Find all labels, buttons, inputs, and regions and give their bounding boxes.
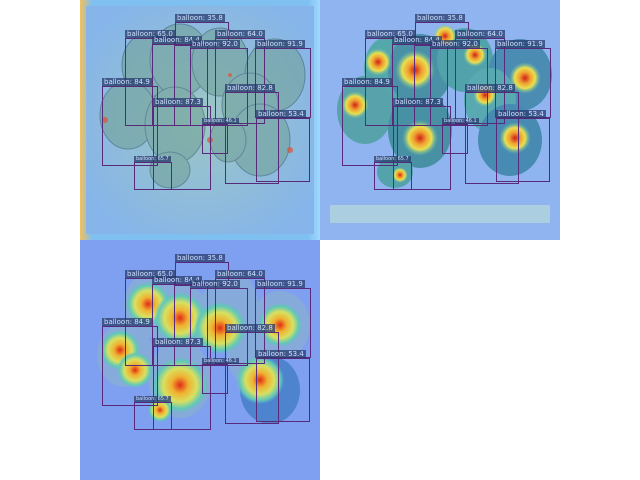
detection-label: balloon: 84.9 xyxy=(102,78,152,86)
detection-box: balloon: 53.4 xyxy=(256,110,310,182)
detection-label: balloon: 64.0 xyxy=(215,30,265,38)
detection-label: balloon: 53.4 xyxy=(496,110,546,118)
detection-box: balloon: 65.7 xyxy=(374,156,412,190)
detection-box: balloon: 82.8 xyxy=(225,324,279,424)
detection-label: balloon: 65.0 xyxy=(125,270,175,278)
detection-box: balloon: 84.9 xyxy=(342,78,398,166)
detection-label: balloon: 35.8 xyxy=(415,14,465,22)
detection-box: balloon: 65.7 xyxy=(134,156,172,190)
detection-label: balloon: 35.8 xyxy=(175,14,225,22)
detection-label: balloon: 82.8 xyxy=(225,84,275,92)
detection-label: balloon: 64.0 xyxy=(215,270,265,278)
detection-label: balloon: 87.3 xyxy=(393,98,443,106)
detection-box: balloon: 84.4 xyxy=(392,36,448,126)
detection-box: balloon: 64.0 xyxy=(215,30,265,124)
detection-box: balloon: 84.9 xyxy=(102,318,158,406)
detection-label: balloon: 46.1 xyxy=(442,118,479,124)
detection-label: balloon: 92.0 xyxy=(190,280,240,288)
detection-label: balloon: 46.1 xyxy=(202,358,239,364)
detection-box: balloon: 46.1 xyxy=(202,358,239,394)
detection-label: balloon: 84.4 xyxy=(152,36,202,44)
detection-label: balloon: 84.9 xyxy=(342,78,392,86)
detection-box: balloon: 87.3 xyxy=(153,98,211,190)
detection-label: balloon: 82.8 xyxy=(465,84,515,92)
detection-label: balloon: 65.7 xyxy=(134,156,171,162)
detection-box: balloon: 84.9 xyxy=(102,78,158,166)
detection-label: balloon: 65.0 xyxy=(365,30,415,38)
detection-label: balloon: 91.9 xyxy=(255,40,305,48)
detection-label: balloon: 53.4 xyxy=(256,110,306,118)
detection-label: balloon: 92.0 xyxy=(430,40,480,48)
detection-label: balloon: 65.7 xyxy=(374,156,411,162)
detection-label: balloon: 82.8 xyxy=(225,324,275,332)
detection-label: balloon: 65.0 xyxy=(125,30,175,38)
detection-label: balloon: 84.9 xyxy=(102,318,152,326)
detection-box: balloon: 87.3 xyxy=(393,98,451,190)
detection-box: balloon: 53.4 xyxy=(256,350,310,422)
detection-box: balloon: 84.4 xyxy=(152,276,208,366)
detection-label: balloon: 64.0 xyxy=(455,30,505,38)
detection-label: balloon: 84.4 xyxy=(392,36,442,44)
detection-label: balloon: 53.4 xyxy=(256,350,306,358)
detection-label: balloon: 84.4 xyxy=(152,276,202,284)
detection-box: balloon: 46.1 xyxy=(202,118,239,154)
detection-label: balloon: 87.3 xyxy=(153,98,203,106)
detection-box: balloon: 87.3 xyxy=(153,338,211,430)
detection-box: balloon: 82.8 xyxy=(465,84,519,184)
detection-label: balloon: 91.9 xyxy=(255,280,305,288)
detection-box: balloon: 65.7 xyxy=(134,396,172,430)
detection-box: balloon: 64.0 xyxy=(215,270,265,364)
detection-label: balloon: 91.9 xyxy=(495,40,545,48)
detection-box: balloon: 64.0 xyxy=(455,30,505,124)
detection-label: balloon: 46.1 xyxy=(202,118,239,124)
detection-box: balloon: 84.4 xyxy=(152,36,208,126)
detection-box: balloon: 82.8 xyxy=(225,84,279,184)
detection-label: balloon: 35.8 xyxy=(175,254,225,262)
detection-label: balloon: 92.0 xyxy=(190,40,240,48)
detection-box: balloon: 46.1 xyxy=(442,118,479,154)
detection-label: balloon: 65.7 xyxy=(134,396,171,402)
detection-box: balloon: 53.4 xyxy=(496,110,550,182)
detection-label: balloon: 87.3 xyxy=(153,338,203,346)
